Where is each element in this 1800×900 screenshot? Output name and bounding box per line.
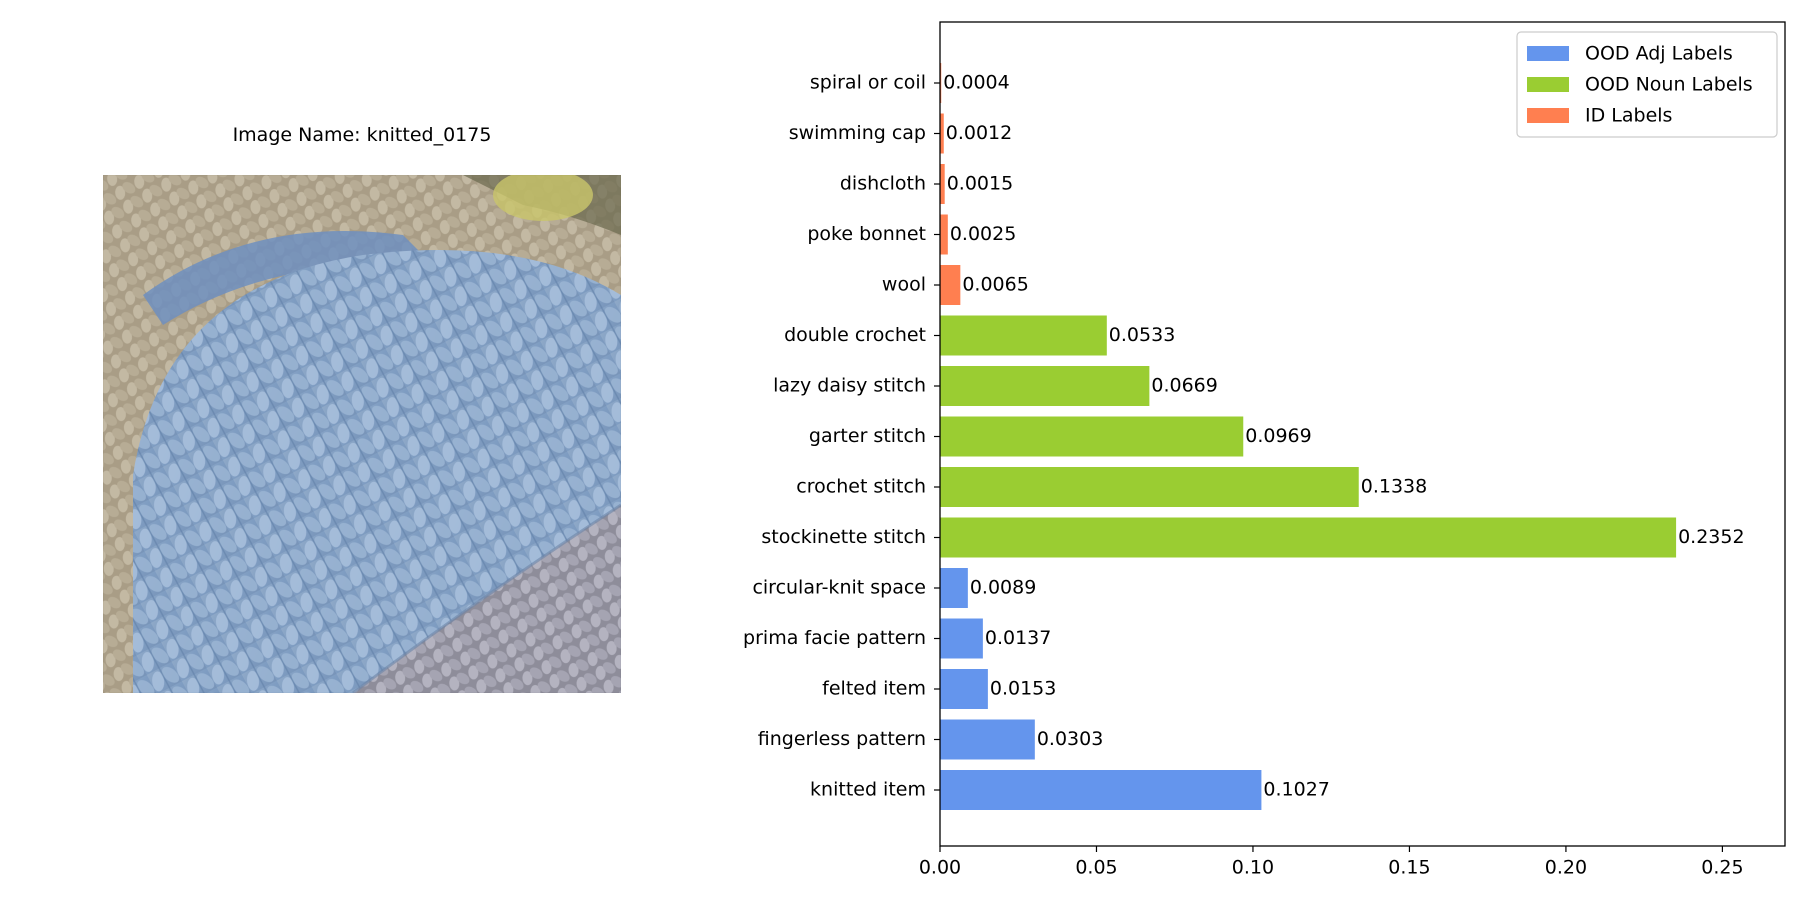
- x-tick-label: 0.00: [919, 857, 961, 879]
- legend: OOD Adj Labels OOD Noun Labels ID Labels: [1516, 31, 1778, 138]
- x-tick-label: 0.25: [1701, 857, 1743, 879]
- bar-crochet-stitch: [940, 467, 1359, 507]
- legend-entry-label: ID Labels: [1585, 105, 1672, 127]
- bar-value-label: 0.1027: [1263, 779, 1329, 801]
- bar-value-label: 0.0153: [990, 678, 1056, 700]
- bar-poke-bonnet: [940, 214, 948, 255]
- legend-entry-label: OOD Adj Labels: [1585, 43, 1733, 65]
- y-tick-label: prima facie pattern: [743, 627, 926, 649]
- bar-value-label: 0.2352: [1678, 526, 1744, 548]
- value-labels-layer: 0.1027 0.0303 0.0153 0.0137 0.0089 0.2352 0.13…: [943, 72, 1744, 801]
- y-tick-label: wool: [882, 274, 926, 296]
- x-tick-label: 0.05: [1075, 857, 1117, 879]
- bars-layer: [940, 63, 1677, 810]
- bar-prima-facie-pattern: [940, 618, 983, 659]
- bar-value-label: 0.0137: [985, 627, 1051, 649]
- y-tick-label: knitted item: [810, 779, 926, 801]
- y-tick-label: poke bonnet: [807, 223, 926, 245]
- x-tick-label: 0.15: [1388, 857, 1430, 879]
- bar-garter-stitch: [940, 416, 1244, 457]
- bar-value-label: 0.0015: [947, 173, 1013, 195]
- legend-entry-label: OOD Noun Labels: [1585, 74, 1753, 96]
- y-tick-label: spiral or coil: [810, 72, 926, 94]
- bar-value-label: 0.0065: [962, 274, 1028, 296]
- bar-circular-knit-space: [940, 568, 968, 608]
- y-tick-label: stockinette stitch: [761, 526, 926, 548]
- y-axis-ticks: knitted item fingerless pattern felted ite…: [743, 72, 940, 801]
- bar-wool: [940, 265, 961, 305]
- bar-double-crochet: [940, 315, 1107, 356]
- plot-area-frame: [939, 21, 1786, 847]
- legend-swatch: [1527, 77, 1569, 92]
- legend-swatch: [1527, 46, 1569, 61]
- bar-value-label: 0.1338: [1361, 476, 1427, 498]
- y-tick-label: lazy daisy stitch: [773, 375, 926, 397]
- bar-value-label: 0.0669: [1151, 375, 1217, 397]
- legend-swatch: [1527, 108, 1569, 123]
- knitted-fabric-photo: [103, 175, 621, 693]
- y-tick-label: dishcloth: [840, 173, 926, 195]
- bar-value-label: 0.0303: [1037, 728, 1103, 750]
- y-tick-label: fingerless pattern: [758, 728, 926, 750]
- bar-felted-item: [940, 669, 988, 709]
- y-tick-label: crochet stitch: [796, 476, 926, 498]
- bar-knitted-item: [940, 770, 1262, 810]
- y-tick-label: garter stitch: [809, 425, 926, 447]
- bar-value-label: 0.0025: [950, 223, 1016, 245]
- bar-value-label: 0.0004: [943, 72, 1009, 94]
- image-panel: Image Name: knitted_0175: [0, 0, 720, 900]
- legend-box: [1516, 31, 1778, 138]
- bar-swimming-cap: [940, 113, 944, 154]
- bar-value-label: 0.0089: [970, 577, 1036, 599]
- y-tick-label: swimming cap: [789, 122, 926, 144]
- y-tick-label: felted item: [822, 678, 926, 700]
- x-axis-ticks: 0.00 0.05 0.10 0.15 0.20 0.25: [919, 846, 1744, 879]
- bar-lazy-daisy-stitch: [940, 366, 1150, 406]
- image-name: knitted_0175: [366, 124, 492, 146]
- image-caption: Image Name: knitted_0175: [103, 124, 621, 146]
- x-tick-label: 0.10: [1232, 857, 1274, 879]
- bar-value-label: 0.0969: [1245, 425, 1311, 447]
- bar-dishcloth: [940, 164, 945, 204]
- y-tick-label: circular-knit space: [752, 577, 926, 599]
- image-caption-prefix: Image Name:: [232, 124, 367, 146]
- y-tick-label: double crochet: [784, 324, 926, 346]
- x-tick-label: 0.20: [1545, 857, 1587, 879]
- bar-fingerless-pattern: [940, 719, 1035, 760]
- bar-stockinette-stitch: [940, 517, 1677, 558]
- bar-value-label: 0.0012: [946, 122, 1012, 144]
- bar-value-label: 0.0533: [1109, 324, 1175, 346]
